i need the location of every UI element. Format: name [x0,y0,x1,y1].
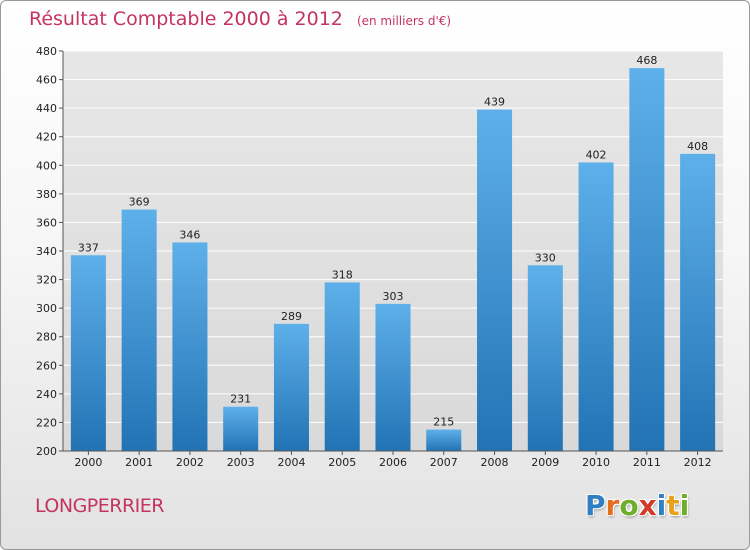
x-tick-label: 2000 [74,456,102,469]
y-tick-label: 280 [36,331,57,344]
bar [324,282,360,451]
y-tick-label: 360 [36,216,57,229]
bar-value-label: 337 [78,241,99,254]
bar [578,162,614,451]
bar [172,242,208,451]
bar-value-label: 303 [383,290,404,303]
bar-value-label: 330 [535,251,556,264]
bar [223,406,259,451]
bar-value-label: 318 [332,268,353,281]
bar [273,323,309,451]
chart-title: Résultat Comptable 2000 à 2012 [29,8,343,30]
bar-value-label: 369 [129,196,150,209]
proxiti-logo: Proxiti [585,489,689,522]
y-tick-label: 480 [36,45,57,58]
commune-name: LONGPERRIER [35,495,164,517]
x-tick-label: 2006 [379,456,407,469]
bar [680,153,716,451]
y-tick-label: 380 [36,188,57,201]
chart-unit-label: (en milliers d'€) [356,14,452,28]
bar [477,109,513,452]
y-tick-label: 200 [36,445,57,458]
logo-letter: i [656,489,667,522]
x-tick-label: 2008 [481,456,509,469]
x-tick-label: 2001 [125,456,153,469]
logo-letter: o [619,489,639,522]
bar-value-label: 289 [281,310,302,323]
x-tick-label: 2011 [633,456,661,469]
y-tick-label: 420 [36,131,57,144]
y-tick-label: 340 [36,245,57,258]
x-tick-label: 2010 [582,456,610,469]
bar-value-label: 215 [433,416,454,429]
x-tick-label: 2007 [430,456,458,469]
bar-value-label: 439 [484,96,505,109]
x-tick-label: 2004 [277,456,305,469]
x-tick-label: 2002 [176,456,204,469]
bar-value-label: 408 [687,140,708,153]
x-tick-label: 2012 [684,456,712,469]
logo-letter: x [638,489,657,522]
bar-value-label: 468 [636,54,657,67]
x-tick-label: 2005 [328,456,356,469]
y-tick-label: 460 [36,74,57,87]
logo-letter: P [585,489,606,522]
bar-value-label: 231 [230,393,251,406]
bar [629,68,665,452]
y-tick-label: 440 [36,102,57,115]
bar [121,209,157,451]
chart-title-block: Résultat Comptable 2000 à 2012 (en milli… [29,8,451,30]
bar [70,255,106,451]
y-tick-label: 240 [36,388,57,401]
logo-letter: t [666,489,680,522]
y-tick-label: 320 [36,274,57,287]
bar [527,265,563,451]
x-tick-label: 2009 [531,456,559,469]
bar [426,429,462,451]
y-tick-label: 400 [36,159,57,172]
bar-value-label: 346 [179,228,200,241]
logo-letter: r [605,489,620,522]
bar [375,303,411,451]
bar-value-label: 402 [586,148,607,161]
y-tick-label: 300 [36,302,57,315]
logo-letter: i [679,489,690,522]
y-tick-label: 220 [36,416,57,429]
y-tick-label: 260 [36,359,57,372]
x-tick-label: 2003 [227,456,255,469]
